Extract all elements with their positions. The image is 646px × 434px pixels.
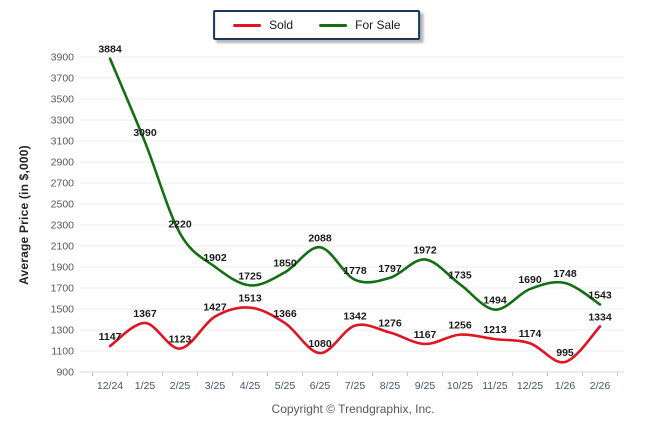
data-label: 1080 — [308, 338, 332, 350]
data-label: 1256 — [448, 320, 472, 332]
data-label: 2220 — [168, 218, 192, 230]
data-label: 1725 — [238, 270, 262, 282]
x-tick-label: 10/25 — [447, 380, 473, 392]
legend: Sold For Sale — [213, 10, 421, 40]
for-sale-line — [108, 57, 602, 311]
data-label: 1494 — [483, 295, 507, 307]
x-tick-label: 7/25 — [345, 380, 366, 392]
data-label: 1367 — [133, 308, 157, 320]
data-label: 995 — [556, 347, 574, 359]
data-label: 1902 — [203, 252, 227, 264]
data-label: 1167 — [414, 329, 437, 341]
data-label: 1276 — [378, 318, 402, 330]
for-sale-line-swatch-icon — [319, 23, 348, 27]
y-tick-label: 2900 — [51, 157, 75, 169]
legend-item-sold: Sold — [233, 18, 293, 32]
y-tick-label: 3100 — [51, 136, 75, 148]
x-tick-label: 2/25 — [170, 380, 191, 392]
x-tick-label: 1/25 — [135, 380, 156, 392]
y-tick-label: 3500 — [51, 94, 75, 106]
y-tick-label: 2500 — [51, 199, 75, 211]
data-label: 1513 — [238, 293, 262, 305]
data-label: 1213 — [483, 324, 507, 336]
legend-label-for-sale: For Sale — [355, 18, 401, 32]
data-label: 1735 — [448, 269, 472, 281]
y-tick-label: 1700 — [51, 283, 75, 295]
data-label: 3884 — [98, 44, 122, 56]
data-label: 1342 — [343, 311, 367, 323]
y-tick-label: 3900 — [51, 52, 75, 64]
data-label: 1334 — [588, 311, 612, 323]
legend-label-sold: Sold — [269, 18, 294, 32]
data-label: 1797 — [378, 263, 402, 275]
data-label: 3090 — [133, 127, 157, 139]
x-tick-label: 8/25 — [380, 380, 401, 392]
data-label: 1778 — [343, 265, 367, 277]
y-tick-label: 2300 — [51, 220, 75, 232]
x-tick-label: 2/26 — [590, 380, 611, 392]
legend-item-for-sale: For Sale — [319, 18, 400, 32]
x-tick-label: 9/25 — [415, 380, 436, 392]
data-label: 1427 — [203, 302, 227, 314]
data-label: 1366 — [273, 308, 297, 320]
data-label: 1543 — [588, 289, 612, 301]
data-label: 2088 — [308, 232, 332, 244]
data-label: 1748 — [553, 268, 577, 280]
data-label: 1123 — [169, 334, 192, 346]
x-tick-label: 4/25 — [240, 380, 261, 392]
y-tick-label: 3700 — [51, 73, 75, 85]
x-tick-label: 3/25 — [205, 380, 226, 392]
data-label: 1690 — [518, 274, 542, 286]
y-tick-label: 2700 — [51, 178, 75, 190]
data-label: 1850 — [273, 257, 297, 269]
data-label: 1972 — [413, 244, 437, 256]
x-tick-label: 12/24 — [97, 380, 123, 392]
x-tick-label: 5/25 — [275, 380, 296, 392]
x-tick-label: 12/25 — [517, 380, 543, 392]
copyright-text: Copyright © Trendgraphix, Inc. — [271, 402, 435, 416]
y-tick-label: 900 — [56, 367, 74, 379]
y-tick-label: 2100 — [51, 241, 75, 253]
sold-line — [108, 306, 602, 364]
x-tick-label: 11/25 — [482, 380, 508, 392]
x-tick-label: 6/25 — [310, 380, 331, 392]
sold-line-swatch-icon — [233, 23, 262, 27]
y-tick-label: 1100 — [51, 346, 74, 358]
y-tick-label: 1500 — [51, 304, 75, 316]
x-tick-label: 1/26 — [555, 380, 576, 392]
y-tick-label: 1900 — [51, 262, 75, 274]
y-tick-label: 1300 — [51, 325, 75, 337]
y-tick-label: 3300 — [51, 115, 75, 127]
data-label: 1147 — [99, 331, 122, 343]
data-label: 1174 — [519, 328, 542, 340]
